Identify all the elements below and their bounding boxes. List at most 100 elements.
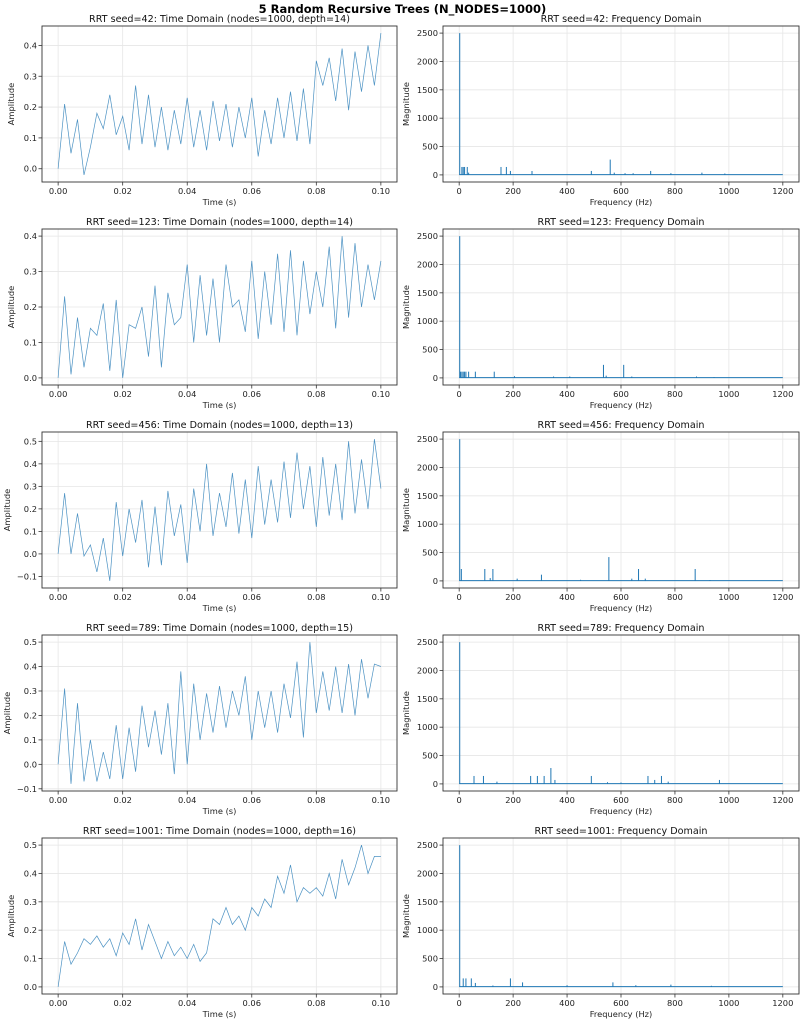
x-tick-label: 0 [457,998,462,1008]
x-axis-label: Time (s) [202,197,237,207]
x-tick-label: 800 [667,186,683,196]
y-tick-label: 0.1 [24,735,37,745]
y-tick-label: 0.2 [24,925,37,935]
y-axis-label: Amplitude [2,489,12,532]
time-series-line [57,33,382,175]
x-axis-label: Frequency (Hz) [590,400,653,410]
subplot-title: RRT seed=42: Frequency Domain [541,14,702,25]
x-tick-label: 0 [457,389,462,399]
x-tick-label: 400 [559,592,575,602]
y-tick-label: 0.0 [24,982,37,992]
x-tick-label: 0.04 [178,795,196,805]
y-tick-label: 0 [433,170,438,180]
y-tick-label: 2500 [417,434,438,444]
x-tick-label: 400 [559,795,575,805]
x-tick-label: 200 [505,186,521,196]
time-series-line [57,236,382,378]
y-tick-label: 500 [422,142,438,152]
x-tick-label: 0.10 [372,389,390,399]
y-axis-label: Magnitude [401,691,411,735]
y-tick-label: 0 [433,779,438,789]
x-tick-label: 0 [457,592,462,602]
y-tick-label: 2000 [417,56,438,66]
y-tick-label: 0.0 [24,549,37,559]
x-tick-label: 600 [613,389,629,399]
x-tick-label: 400 [559,998,575,1008]
x-tick-label: 0.02 [113,592,131,602]
y-axis-label: Magnitude [401,285,411,329]
x-tick-label: 0.04 [178,389,196,399]
y-tick-label: 0.3 [24,686,37,696]
y-tick-label: 0 [433,373,438,383]
y-axis-label: Amplitude [6,895,16,938]
x-tick-label: 0.10 [372,998,390,1008]
x-axis-label: Time (s) [202,806,237,816]
y-tick-label: 0 [433,982,438,992]
subplot-freq-3: 0 200 400 600 800 1000 1200 0 500 1000 1500 2000 250… [401,420,800,613]
y-tick-label: 0.2 [24,504,37,514]
x-tick-label: 0.02 [113,998,131,1008]
x-tick-label: 1200 [772,998,793,1008]
y-tick-label: 0.3 [24,267,37,277]
x-tick-label: 1000 [718,592,739,602]
axes-frame [442,837,800,995]
y-tick-label: 0.4 [24,868,37,878]
x-tick-label: 1000 [718,389,739,399]
y-tick-label: 0.5 [24,637,37,647]
x-tick-label: 0.06 [243,795,261,805]
x-tick-label: 1200 [772,389,793,399]
subplot-title: RRT seed=42: Time Domain (nodes=1000, de… [89,14,350,25]
x-tick-label: 0.08 [307,795,325,805]
y-tick-label: 2500 [417,637,438,647]
x-axis-label: Frequency (Hz) [590,603,653,613]
subplot-title: RRT seed=123: Time Domain (nodes=1000, d… [86,217,353,228]
y-tick-label: 1500 [417,491,438,501]
x-tick-label: 1000 [718,186,739,196]
x-tick-label: 600 [613,998,629,1008]
y-tick-label: 2500 [417,231,438,241]
subplot-title: RRT seed=456: Time Domain (nodes=1000, d… [86,420,353,431]
axes-frame [41,25,398,183]
time-series-line [57,845,381,987]
y-tick-label: 0.0 [24,373,37,383]
x-tick-label: 0.08 [307,389,325,399]
x-tick-label: 1200 [772,592,793,602]
subplot-time-1: 0.00 0.02 0.04 0.06 0.08 0.10 0.0 0.1 0.2 0.3 0.4 R… [6,14,398,207]
y-tick-label: 0.3 [24,481,37,491]
x-axis-label: Frequency (Hz) [590,806,653,816]
axes-frame [442,634,800,792]
x-tick-label: 0 [457,186,462,196]
y-axis-label: Magnitude [401,82,411,126]
y-tick-label: 0.4 [24,231,37,241]
x-tick-label: 0.06 [243,389,261,399]
subplot-freq-5: 0 200 400 600 800 1000 1200 0 500 1000 1500 2000 250… [401,826,800,1019]
x-tick-label: 800 [667,592,683,602]
y-axis-label: Magnitude [401,894,411,938]
x-tick-label: 200 [505,592,521,602]
subplot-freq-2: 0 200 400 600 800 1000 1200 0 500 1000 1500 2000 250… [401,217,800,410]
y-tick-label: 0.5 [24,840,37,850]
x-tick-label: 0.04 [178,998,196,1008]
y-tick-label: 1000 [417,722,438,732]
x-tick-label: 1000 [718,998,739,1008]
subplot-time-5: 0.00 0.02 0.04 0.06 0.08 0.10 0.0 0.1 0.2 0.3 0.4 0… [6,826,398,1019]
y-tick-label: 0.2 [24,302,37,312]
x-tick-label: 200 [505,998,521,1008]
x-tick-label: 800 [667,795,683,805]
y-axis-label: Amplitude [6,286,16,329]
x-tick-label: 0.10 [372,795,390,805]
x-axis-label: Frequency (Hz) [590,197,653,207]
axes-frame [442,228,800,386]
y-tick-label: −0.1 [17,571,37,581]
x-axis-label: Time (s) [202,1009,237,1019]
axes-frame [442,431,800,589]
y-tick-label: 1000 [417,316,438,326]
y-tick-label: 0.4 [24,459,37,469]
x-axis-label: Time (s) [202,603,237,613]
y-tick-label: 500 [422,548,438,558]
y-tick-label: 1000 [417,519,438,529]
x-tick-label: 0.08 [307,998,325,1008]
x-tick-label: 0.04 [178,186,196,196]
x-tick-label: 400 [559,186,575,196]
